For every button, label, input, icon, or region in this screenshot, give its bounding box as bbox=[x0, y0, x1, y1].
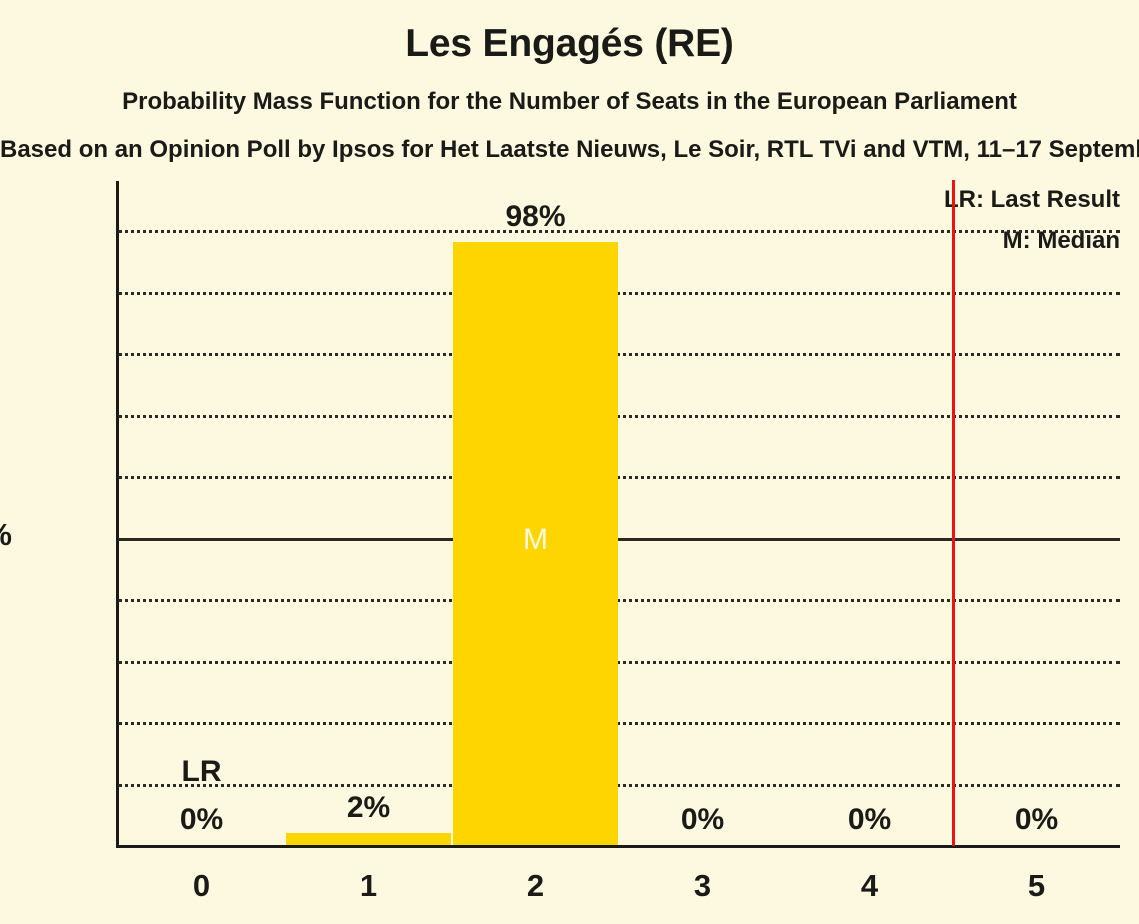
gridline-80 bbox=[118, 353, 1120, 357]
bar-seats-2[interactable] bbox=[453, 242, 618, 845]
y-axis bbox=[116, 181, 119, 845]
median-marker: M bbox=[523, 522, 548, 556]
legend-last-result: LR: Last Result bbox=[943, 186, 1120, 213]
value-label-seats-2: 98% bbox=[505, 200, 566, 234]
gridline-20 bbox=[118, 722, 1120, 726]
chart-subtitle: Probability Mass Function for the Number… bbox=[122, 88, 1017, 115]
gridline-90 bbox=[118, 291, 1120, 295]
x-tick-label-1: 1 bbox=[359, 868, 378, 903]
gridline-50 bbox=[118, 537, 1120, 541]
value-label-seats-0: 0% bbox=[179, 803, 224, 836]
x-tick-label-4: 4 bbox=[860, 868, 879, 903]
gridline-60 bbox=[118, 476, 1120, 480]
gridline-10 bbox=[118, 783, 1120, 787]
value-label-seats-4: 0% bbox=[847, 803, 892, 836]
gridline-30 bbox=[118, 660, 1120, 664]
plot-area bbox=[116, 180, 1120, 848]
gridline-100 bbox=[118, 230, 1120, 234]
chart-source-line: Based on an Opinion Poll by Ipsos for He… bbox=[0, 136, 1139, 163]
gridline-70 bbox=[118, 414, 1120, 418]
gridline-40 bbox=[118, 599, 1120, 603]
page-title: Les Engagés (RE) bbox=[405, 22, 734, 65]
x-tick-label-2: 2 bbox=[526, 868, 545, 903]
x-tick-label-5: 5 bbox=[1027, 868, 1046, 903]
x-tick-label-3: 3 bbox=[693, 868, 712, 903]
x-axis bbox=[116, 845, 1120, 848]
value-label-seats-3: 0% bbox=[680, 803, 725, 836]
last-result-marker: LR bbox=[181, 755, 222, 788]
value-label-seats-5: 0% bbox=[1014, 803, 1059, 836]
majority-threshold-line bbox=[952, 180, 955, 846]
y-tick-label-50: 50% bbox=[0, 517, 12, 553]
bar-seats-1[interactable] bbox=[286, 832, 451, 845]
x-tick-label-0: 0 bbox=[192, 868, 211, 903]
value-label-seats-1: 2% bbox=[346, 790, 391, 824]
